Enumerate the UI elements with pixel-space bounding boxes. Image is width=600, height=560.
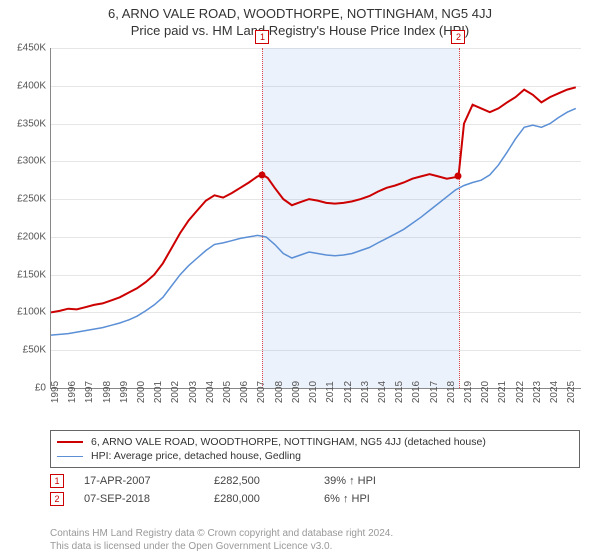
legend-swatch [57,456,83,457]
x-tick-label: 2019 [463,381,474,403]
y-tick-label: £300K [0,156,46,167]
sale-dot [455,173,462,180]
x-tick-label: 2015 [394,381,405,403]
series-price_paid_red [51,87,576,312]
x-tick-label: 1996 [67,381,78,403]
footer-attribution: Contains HM Land Registry data © Crown c… [50,527,393,553]
x-tick-label: 2018 [446,381,457,403]
footer-line: Contains HM Land Registry data © Crown c… [50,527,393,540]
x-tick-label: 2004 [205,381,216,403]
x-tick-label: 2003 [188,381,199,403]
x-tick-label: 2013 [360,381,371,403]
x-tick-label: 1997 [84,381,95,403]
y-tick-label: £0 [0,383,46,394]
y-tick-label: £400K [0,80,46,91]
sale-pct: 6% ↑ HPI [324,493,370,505]
x-tick-label: 2022 [515,381,526,403]
sale-row: 1 17-APR-2007 £282,500 39% ↑ HPI [50,472,580,490]
x-tick-label: 2016 [411,381,422,403]
x-tick-label: 2008 [274,381,285,403]
x-tick-label: 1999 [119,381,130,403]
sale-date: 17-APR-2007 [84,475,214,487]
y-tick-label: £200K [0,231,46,242]
footer-line: This data is licensed under the Open Gov… [50,540,393,553]
legend-item: HPI: Average price, detached house, Gedl… [57,449,573,463]
legend-swatch [57,441,83,443]
title-subtitle: Price paid vs. HM Land Registry's House … [0,21,600,38]
x-tick-label: 2009 [291,381,302,403]
sale-marker-icon: 2 [451,30,465,44]
x-tick-label: 2006 [239,381,250,403]
line-series [51,48,581,388]
sale-pct: 39% ↑ HPI [324,475,376,487]
x-tick-label: 2010 [308,381,319,403]
sale-price: £282,500 [214,475,324,487]
sales-table: 1 17-APR-2007 £282,500 39% ↑ HPI 2 07-SE… [50,472,580,508]
sale-marker-icon: 1 [255,30,269,44]
x-tick-label: 2011 [325,381,336,403]
y-tick-label: £350K [0,118,46,129]
x-tick-label: 2024 [549,381,560,403]
x-tick-label: 2021 [497,381,508,403]
x-tick-label: 2014 [377,381,388,403]
legend-label: HPI: Average price, detached house, Gedl… [91,450,301,462]
y-tick-label: £450K [0,43,46,54]
legend-label: 6, ARNO VALE ROAD, WOODTHORPE, NOTTINGHA… [91,436,486,448]
x-tick-label: 2020 [480,381,491,403]
sale-dot [259,171,266,178]
plot-area: 12 [50,48,581,389]
y-tick-label: £150K [0,269,46,280]
x-tick-label: 1998 [102,381,113,403]
x-tick-label: 2000 [136,381,147,403]
x-tick-label: 2017 [429,381,440,403]
sale-marker-icon: 2 [50,492,64,506]
sale-price: £280,000 [214,493,324,505]
legend: 6, ARNO VALE ROAD, WOODTHORPE, NOTTINGHA… [50,430,580,468]
y-tick-label: £50K [0,345,46,356]
sale-date: 07-SEP-2018 [84,493,214,505]
x-tick-label: 1995 [50,381,61,403]
x-tick-label: 2002 [170,381,181,403]
y-tick-label: £100K [0,307,46,318]
x-tick-label: 2001 [153,381,164,403]
series-hpi_blue [51,108,576,335]
x-tick-label: 2025 [566,381,577,403]
x-tick-label: 2023 [532,381,543,403]
legend-item: 6, ARNO VALE ROAD, WOODTHORPE, NOTTINGHA… [57,435,573,449]
chart: 12 £0£50K£100K£150K£200K£250K£300K£350K£… [50,48,580,388]
x-tick-label: 2005 [222,381,233,403]
title-address: 6, ARNO VALE ROAD, WOODTHORPE, NOTTINGHA… [0,0,600,21]
chart-container: 6, ARNO VALE ROAD, WOODTHORPE, NOTTINGHA… [0,0,600,560]
x-tick-label: 2012 [343,381,354,403]
sale-marker-icon: 1 [50,474,64,488]
y-tick-label: £250K [0,194,46,205]
sale-row: 2 07-SEP-2018 £280,000 6% ↑ HPI [50,490,580,508]
x-tick-label: 2007 [256,381,267,403]
